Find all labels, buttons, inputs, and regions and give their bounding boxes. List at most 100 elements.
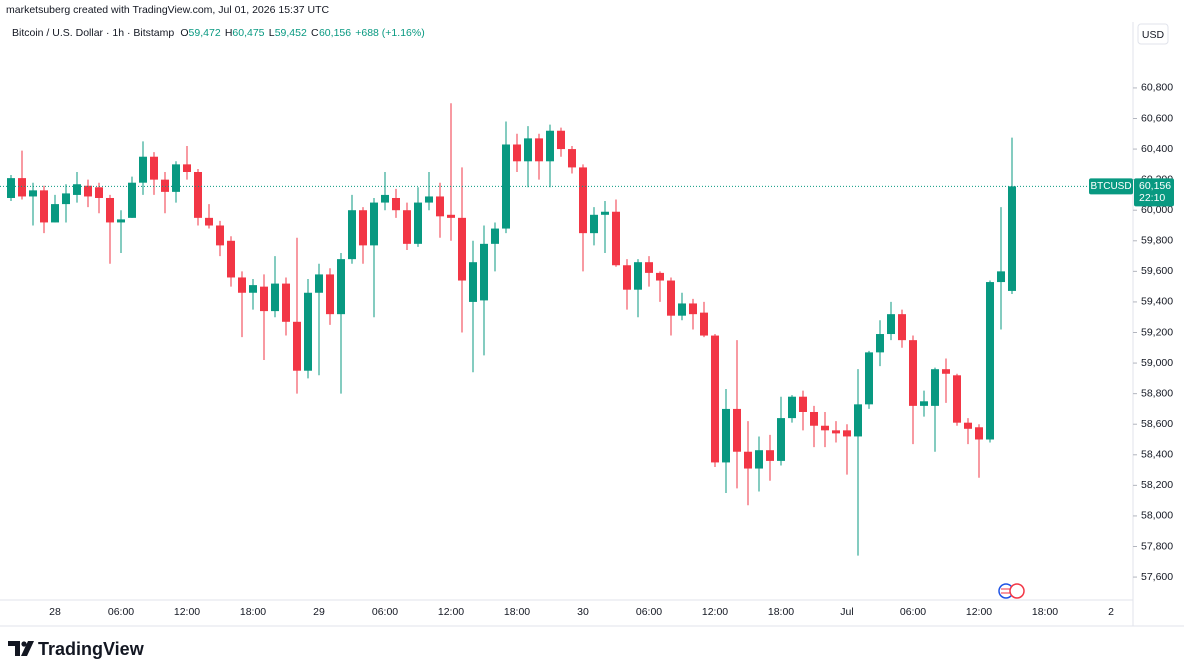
- y-tick-label: 60,800: [1141, 82, 1173, 94]
- candle-body: [634, 262, 642, 290]
- candle-body: [832, 430, 840, 434]
- y-tick-label: 60,600: [1141, 112, 1173, 124]
- currency-box[interactable]: [1137, 23, 1169, 45]
- candle-body: [568, 149, 576, 168]
- price-tag-symbol-box: [1089, 178, 1133, 195]
- legend-value: 59,472: [189, 27, 221, 39]
- candle-body: [722, 408, 730, 463]
- candle-body: [139, 156, 147, 183]
- logo-icon: [8, 641, 34, 656]
- candle-body: [425, 196, 433, 203]
- x-tick-label: 30: [577, 606, 589, 618]
- candles: [7, 103, 1016, 556]
- candle-body: [260, 286, 268, 312]
- candle-body: [337, 259, 345, 315]
- candle-body: [95, 187, 103, 198]
- candle-body: [975, 427, 983, 440]
- x-tick-label: 06:00: [636, 606, 662, 618]
- candle-body: [997, 271, 1005, 283]
- candle-body: [381, 194, 389, 203]
- candle-body: [843, 430, 851, 437]
- candle-body: [502, 144, 510, 229]
- price-tag-symbol: BTCUSD: [1090, 181, 1131, 192]
- candle-body: [777, 418, 785, 461]
- candle-body: [898, 314, 906, 341]
- legend-prefix: C: [311, 27, 319, 39]
- x-tick-label: 12:00: [966, 606, 992, 618]
- candle-body: [931, 369, 939, 406]
- currency[interactable]: USD: [1142, 29, 1165, 41]
- logo-text: TradingView: [38, 639, 145, 659]
- y-tick-label: 60,400: [1141, 143, 1173, 155]
- candle-body: [370, 202, 378, 246]
- candle-body: [700, 312, 708, 336]
- candle-body: [128, 182, 136, 218]
- candle-body: [678, 303, 686, 316]
- y-tick-label: 59,800: [1141, 235, 1173, 247]
- x-tick-label: 12:00: [438, 606, 464, 618]
- y-tick-label: 57,800: [1141, 540, 1173, 552]
- price-tag-countdown: 22:10: [1139, 192, 1165, 204]
- candle-body: [84, 185, 92, 197]
- candle-body: [810, 411, 818, 426]
- candle-body: [117, 219, 125, 223]
- x-tick-label: 28: [49, 606, 61, 618]
- candle-body: [909, 340, 917, 406]
- y-tick-label: 59,200: [1141, 326, 1173, 338]
- price-tag-value: 60,156: [1139, 180, 1171, 192]
- candle-body: [920, 401, 928, 406]
- y-tick-label: 58,800: [1141, 387, 1173, 399]
- legend-prefix: O: [180, 27, 188, 39]
- candle-body: [205, 217, 213, 226]
- price-tag-box: [1134, 178, 1174, 207]
- legend-prefix: L: [269, 27, 275, 39]
- y-tick-label: 59,600: [1141, 265, 1173, 277]
- candle-body: [513, 144, 521, 162]
- candle-body: [150, 156, 158, 180]
- candle-body: [304, 292, 312, 371]
- candle-body: [656, 272, 664, 281]
- candle-body: [986, 282, 994, 440]
- y-tick-label: 58,200: [1141, 479, 1173, 491]
- event-icon: [998, 583, 1025, 599]
- candle-body: [535, 138, 543, 162]
- attribution: marketsuberg created with TradingView.co…: [6, 4, 330, 16]
- candle-body: [161, 179, 169, 192]
- candle-body: [403, 210, 411, 244]
- x-tick-label: Jul: [840, 606, 853, 618]
- y-tick-label: 60,000: [1141, 204, 1173, 216]
- y-tick-label: 59,000: [1141, 357, 1173, 369]
- candle-body: [953, 375, 961, 423]
- x-tick-label: 18:00: [1032, 606, 1058, 618]
- candle-body: [40, 190, 48, 223]
- candle-body: [359, 210, 367, 246]
- candle-body: [458, 217, 466, 281]
- x-tick-label: 18:00: [240, 606, 266, 618]
- candle-body: [172, 164, 180, 192]
- candle-body: [557, 130, 565, 150]
- candle-body: [282, 283, 290, 322]
- legend-prefix: H: [225, 27, 233, 39]
- candle-body: [755, 450, 763, 469]
- legend-value: 59,452: [275, 27, 307, 39]
- candle-body: [689, 303, 697, 315]
- y-tick-label: 57,600: [1141, 571, 1173, 583]
- candle-body: [942, 369, 950, 374]
- candle-body: [788, 396, 796, 419]
- candle-body: [590, 214, 598, 234]
- candle-body: [865, 352, 873, 405]
- candle-body: [51, 204, 59, 223]
- candle-body: [623, 265, 631, 290]
- y-tick-label: 58,000: [1141, 510, 1173, 522]
- candle-body: [216, 225, 224, 246]
- candle-body: [887, 314, 895, 335]
- candle-body: [315, 274, 323, 293]
- candle-body: [711, 335, 719, 463]
- candle-body: [821, 425, 829, 431]
- change: +688 (+1.16%): [355, 27, 424, 39]
- x-tick-label: 18:00: [768, 606, 794, 618]
- candle-body: [7, 178, 15, 198]
- candle-body: [249, 285, 257, 293]
